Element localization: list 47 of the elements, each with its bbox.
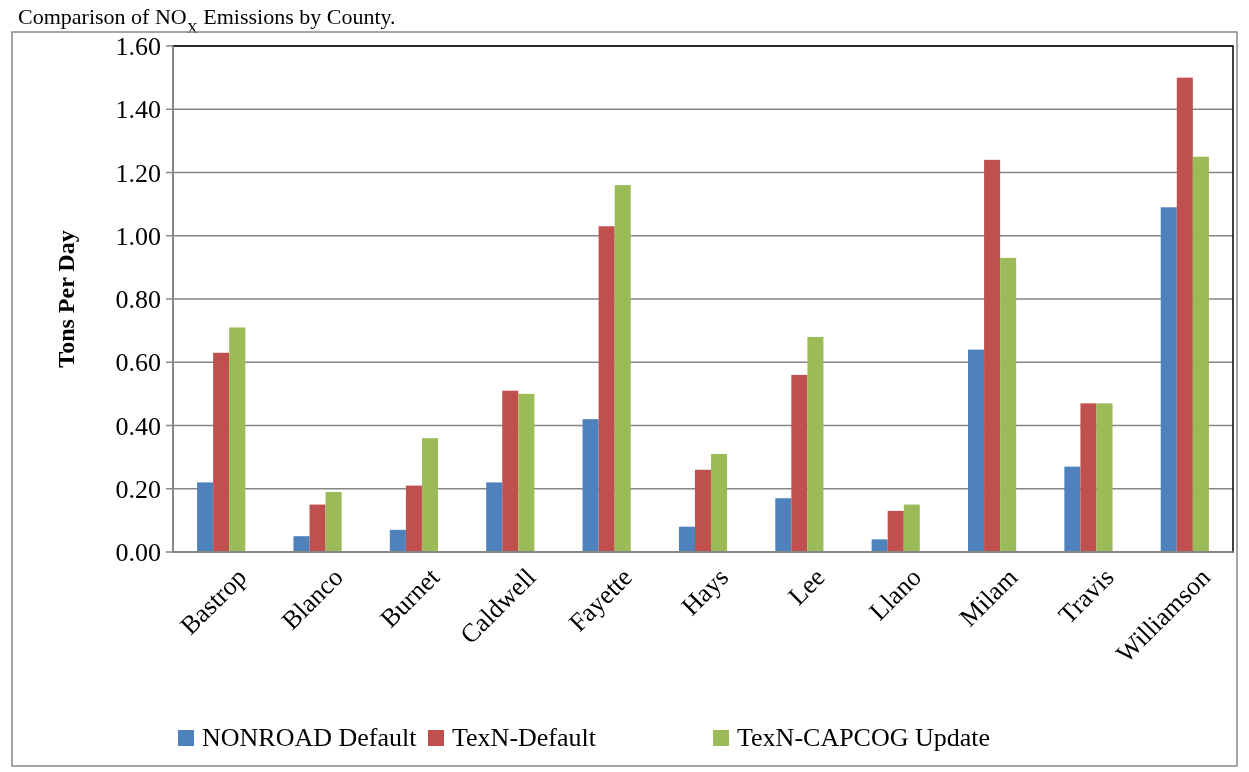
bar — [325, 491, 342, 552]
bar — [887, 510, 904, 552]
y-tick-label: 0.40 — [115, 411, 161, 441]
bar — [1176, 77, 1193, 552]
bar — [518, 393, 535, 552]
y-tick-label: 0.60 — [115, 348, 161, 378]
y-tick-label: 1.20 — [115, 158, 161, 188]
legend-label: NONROAD Default — [202, 723, 418, 752]
y-tick-label: 1.00 — [115, 221, 161, 251]
bar — [711, 453, 728, 552]
bar — [405, 485, 422, 552]
bar — [775, 498, 792, 552]
bar — [1160, 207, 1177, 552]
bar — [984, 159, 1001, 552]
bar — [968, 349, 985, 552]
bar — [293, 536, 310, 552]
bar — [903, 504, 920, 552]
bar — [1096, 403, 1113, 552]
legend-label: TexN-CAPCOG Update — [737, 723, 991, 752]
bar — [614, 185, 631, 552]
y-tick-label: 0.00 — [115, 538, 161, 568]
bar — [694, 469, 712, 552]
bar — [1192, 156, 1209, 552]
bar — [1064, 466, 1081, 552]
bar — [1000, 257, 1017, 552]
bar — [791, 374, 808, 552]
bar — [389, 529, 406, 552]
bar — [582, 419, 599, 552]
bar — [309, 504, 326, 552]
x-tick-label: Lee — [782, 562, 831, 611]
y-tick-label: 1.40 — [115, 95, 161, 125]
bar — [678, 526, 695, 552]
bar — [421, 438, 438, 552]
bar — [598, 226, 615, 552]
bar — [502, 390, 519, 552]
y-axis-title: Tons Per Day — [53, 230, 79, 368]
bar — [213, 352, 230, 552]
bar — [807, 336, 824, 552]
bar — [229, 327, 246, 552]
bar — [871, 539, 888, 552]
bar — [197, 482, 214, 552]
bar — [486, 482, 503, 552]
y-tick-label: 0.20 — [115, 474, 161, 504]
x-tick-label: Hays — [675, 562, 735, 621]
legend-label: TexN-Default — [452, 723, 597, 752]
y-tick-label: 0.80 — [115, 285, 161, 315]
bar — [1080, 403, 1097, 552]
